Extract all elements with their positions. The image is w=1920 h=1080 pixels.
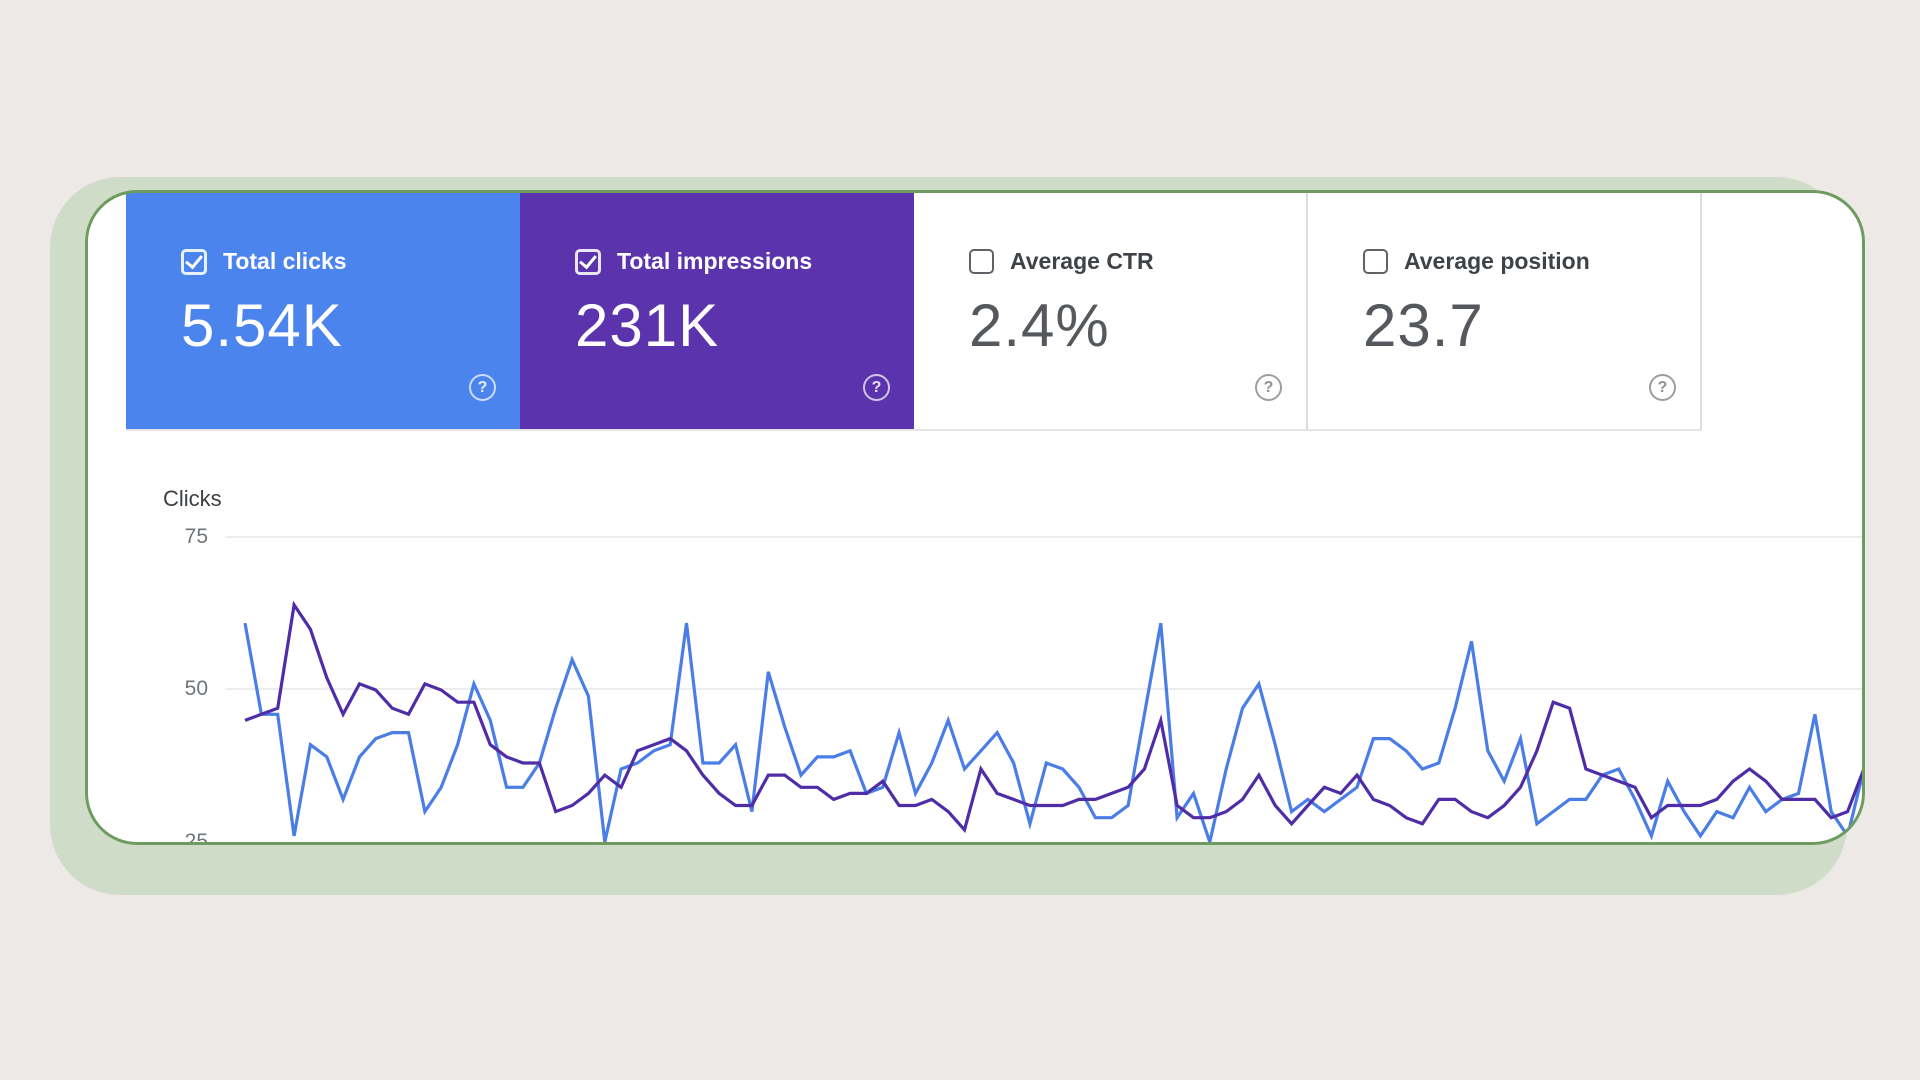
chart-y-axis-title: Clicks bbox=[163, 486, 222, 511]
help-icon[interactable]: ? bbox=[1649, 374, 1676, 401]
metric-label: Total clicks bbox=[223, 248, 347, 274]
impressions-line bbox=[244, 600, 1865, 834]
gridline-50 bbox=[225, 688, 1863, 690]
metric-card-total-clicks[interactable]: Total clicks 5.54K ? bbox=[126, 190, 520, 429]
metric-cards-row: Total clicks 5.54K ? Total impressions 2… bbox=[126, 190, 1702, 431]
metric-toggle-row: Average position bbox=[1363, 248, 1590, 275]
metric-value: 2.4% bbox=[969, 292, 1110, 359]
help-icon[interactable]: ? bbox=[469, 374, 496, 401]
metric-card-average-ctr[interactable]: Average CTR 2.4% ? bbox=[914, 190, 1308, 429]
metric-toggle-row: Total impressions bbox=[575, 248, 812, 275]
checkbox-checked-icon[interactable] bbox=[575, 248, 601, 275]
metric-value: 23.7 bbox=[1363, 292, 1484, 359]
help-icon[interactable]: ? bbox=[1255, 374, 1282, 401]
help-icon[interactable]: ? bbox=[863, 374, 890, 401]
y-tick-25: 25 bbox=[184, 830, 208, 845]
metric-toggle-row: Total clicks bbox=[181, 248, 347, 275]
gridline-75 bbox=[225, 536, 1863, 538]
y-tick-50: 50 bbox=[184, 677, 208, 700]
checkbox-unchecked-icon[interactable] bbox=[969, 249, 994, 274]
metric-label: Average position bbox=[1404, 248, 1590, 274]
metric-card-total-impressions[interactable]: Total impressions 231K ? bbox=[520, 190, 914, 429]
metric-card-average-position[interactable]: Average position 23.7 ? bbox=[1308, 190, 1702, 429]
clicks-line bbox=[243, 622, 1865, 845]
chart-svg[interactable] bbox=[85, 190, 1865, 845]
metric-label: Total impressions bbox=[617, 248, 813, 274]
y-tick-75: 75 bbox=[184, 525, 208, 548]
metric-value: 231K bbox=[575, 292, 720, 359]
performance-panel: Total clicks 5.54K ? Total impressions 2… bbox=[85, 190, 1865, 845]
metric-label: Average CTR bbox=[1010, 248, 1154, 274]
metric-toggle-row: Average CTR bbox=[969, 248, 1154, 275]
checkbox-unchecked-icon[interactable] bbox=[1363, 249, 1388, 274]
metric-value: 5.54K bbox=[181, 292, 343, 359]
check-mark-icon bbox=[579, 250, 597, 269]
check-mark-icon bbox=[185, 250, 203, 269]
checkbox-checked-icon[interactable] bbox=[181, 248, 207, 275]
